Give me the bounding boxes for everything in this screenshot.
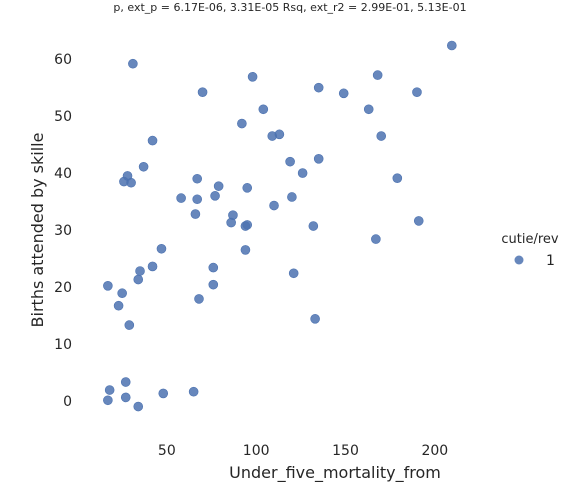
scatter-point	[133, 274, 144, 285]
scatter-point	[313, 154, 324, 164]
y-tick-label: 20	[54, 280, 72, 296]
scatter-point	[147, 135, 158, 146]
scatter-point	[117, 288, 127, 299]
scatter-point	[188, 386, 199, 397]
scatter-point	[308, 221, 319, 231]
scatter-point	[247, 72, 258, 82]
scatter-point	[210, 191, 220, 201]
scatter-point	[156, 243, 167, 254]
x-tick-label: 100	[243, 443, 270, 459]
scatter-point	[213, 181, 224, 191]
scatter-point	[242, 220, 253, 230]
scatter-point	[138, 161, 149, 172]
scatter-point	[192, 173, 202, 184]
scatter-point	[310, 314, 320, 324]
scatter-point	[313, 82, 324, 93]
scatter-point	[197, 87, 208, 97]
scatter-point	[190, 209, 201, 219]
scatter-point	[120, 392, 131, 403]
scatter-point	[242, 183, 253, 193]
scatter-point	[392, 173, 403, 183]
scatter-point	[135, 266, 145, 276]
scatter-point	[194, 294, 204, 304]
y-tick-label: 40	[54, 166, 72, 182]
scatter-point	[124, 320, 135, 330]
scatter-point	[103, 281, 113, 291]
chart-title: p, ext_p = 6.17E-06, 3.31E-05 Rsq, ext_r…	[113, 1, 466, 14]
scatter-point	[237, 118, 247, 129]
y-tick-label: 10	[54, 337, 72, 353]
scatter-point	[226, 217, 236, 228]
scatter-point	[413, 216, 424, 226]
scatter-point	[412, 87, 422, 97]
scatter-point	[240, 245, 251, 255]
scatter-point	[446, 40, 457, 51]
scatter-point	[376, 131, 387, 141]
y-tick-label: 30	[54, 223, 72, 239]
scatter-point	[126, 177, 136, 188]
y-axis-ticks: 0 10 20 30 40 50 60	[54, 52, 72, 410]
scatter-point	[363, 104, 374, 115]
x-tick-label: 200	[421, 443, 448, 459]
x-axis-label: Under_five_mortality_from	[229, 463, 441, 483]
x-tick-label: 150	[332, 443, 359, 459]
scatter-point	[288, 268, 299, 279]
y-tick-label: 0	[63, 394, 72, 410]
legend-title: cutie/rev	[501, 232, 559, 247]
scatter-point	[147, 261, 158, 272]
legend-marker	[514, 255, 524, 265]
x-axis-ticks: 50 100 150 200	[158, 443, 448, 459]
scatter-point	[176, 193, 186, 203]
scatter-point	[158, 388, 169, 399]
scatter-point	[133, 401, 144, 412]
scatter-point	[285, 156, 295, 167]
legend-entries: 1	[514, 253, 555, 269]
scatter-point	[208, 279, 219, 290]
y-tick-label: 50	[54, 109, 72, 125]
scatter-point	[104, 385, 115, 395]
scatter-point	[120, 377, 131, 387]
scatter-point	[372, 70, 383, 80]
scatter-point	[128, 58, 138, 69]
scatter-point	[287, 192, 297, 202]
legend-label: 1	[546, 253, 555, 269]
data-points	[103, 40, 457, 412]
scatter-point	[274, 129, 285, 140]
y-tick-label: 60	[54, 52, 72, 68]
scatter-point	[269, 200, 279, 211]
scatter-point	[371, 234, 381, 244]
scatter-point	[113, 300, 124, 311]
legend: cutie/rev 1	[501, 232, 559, 269]
y-axis-label: Births attended by skille	[28, 133, 47, 328]
scatter-point	[208, 262, 219, 273]
scatter-point	[338, 88, 349, 99]
scatter-point	[258, 104, 269, 115]
scatter-point	[103, 395, 113, 406]
scatter-point	[192, 194, 202, 205]
x-tick-label: 50	[158, 443, 176, 459]
scatter-point	[297, 168, 308, 178]
